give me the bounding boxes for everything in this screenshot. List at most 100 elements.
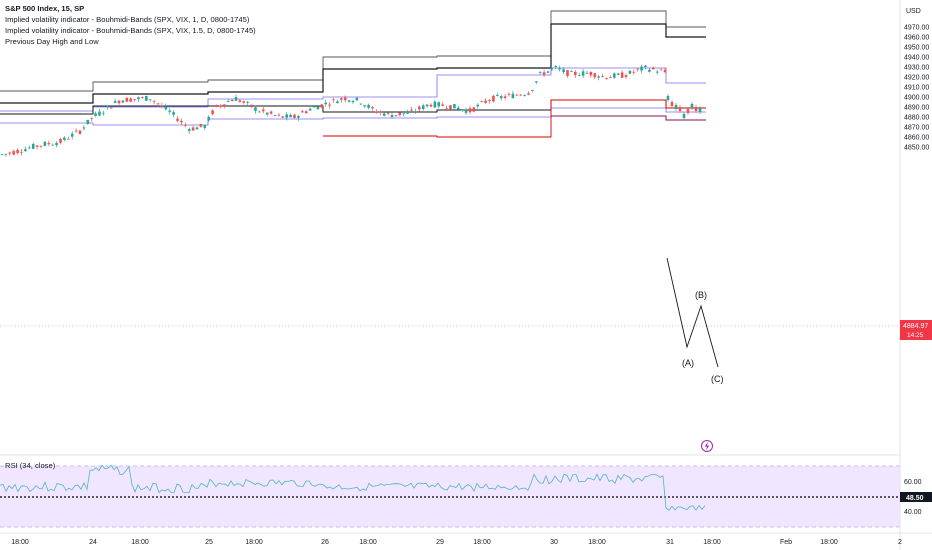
candle-body: [24, 149, 27, 152]
candle-body: [336, 101, 339, 104]
candle-body: [176, 118, 179, 121]
candle-body: [609, 77, 612, 78]
symbol-title[interactable]: S&P 500 Index, 15, SP: [5, 4, 85, 13]
candle-body: [172, 112, 175, 115]
candle-body: [379, 111, 382, 113]
chart-legend: S&P 500 Index, 15, SP Implied volatility…: [5, 3, 256, 47]
candle-body: [78, 130, 82, 134]
candle-body: [698, 108, 702, 112]
candle-body: [566, 70, 569, 76]
candle-body: [86, 119, 90, 124]
candle-body: [382, 113, 386, 116]
candle-body: [74, 130, 78, 132]
candle-body: [31, 143, 35, 149]
candle-body: [203, 125, 207, 128]
candle-body: [340, 98, 343, 100]
candle-body: [343, 97, 347, 101]
candle-body: [666, 96, 670, 100]
candle-body: [659, 69, 663, 71]
candle-body: [414, 111, 417, 113]
candle-body: [562, 69, 565, 73]
candle-body: [67, 138, 70, 140]
indicator-legend-2[interactable]: Implied volatility indicator - Bouhmidi-…: [5, 26, 256, 35]
lightning-icon[interactable]: [701, 440, 713, 452]
y-tick-label: 4870.00: [904, 125, 929, 132]
candle-body: [589, 71, 593, 76]
candle-body: [156, 103, 160, 105]
candle-body: [211, 110, 214, 115]
y-tick-label: 4850.00: [904, 145, 929, 152]
candle-body: [484, 100, 487, 103]
candle-body: [421, 105, 425, 110]
rsi-legend[interactable]: RSI (34, close): [5, 461, 56, 470]
candle-body: [558, 68, 561, 70]
candle-body: [148, 99, 152, 101]
candle-body: [628, 70, 632, 74]
candle-body: [585, 72, 589, 74]
candle-body: [47, 143, 51, 145]
candle-body: [593, 73, 597, 78]
y-tick-label: 4940.00: [904, 55, 929, 62]
candle-body: [480, 101, 483, 102]
candle-body: [51, 144, 54, 146]
candle-body: [316, 106, 320, 110]
candle-body: [503, 96, 507, 98]
candle-body: [386, 112, 390, 114]
y-tick-label: 4920.00: [904, 75, 929, 82]
x-tick-label: 18:00: [703, 539, 721, 546]
y-tick-label: 4900.00: [904, 95, 929, 102]
wave-label-a: (A): [682, 358, 694, 368]
wave-path[interactable]: [666, 257, 719, 368]
candle-body: [535, 81, 538, 83]
candle-body: [145, 95, 148, 101]
candle-body: [28, 147, 31, 149]
candle-body: [644, 65, 647, 68]
candle-body: [605, 78, 608, 80]
candle-body: [674, 105, 678, 109]
rsi-mid-tag: [900, 492, 932, 502]
candle-body: [207, 116, 210, 121]
candle-body: [98, 111, 101, 116]
candle-body: [199, 124, 203, 127]
x-tick-label: 18:00: [245, 539, 263, 546]
candle-body: [542, 72, 546, 76]
candle-body: [531, 89, 534, 91]
indicator-legend-1[interactable]: Implied volatility indicator - Bouhmidi-…: [5, 15, 250, 24]
candle-body: [285, 114, 288, 118]
candle-body: [308, 108, 312, 111]
candle-body: [4, 153, 8, 155]
candle-body: [90, 117, 93, 119]
candle-body: [538, 72, 542, 73]
indicator-legend-3[interactable]: Previous Day High and Low: [5, 37, 99, 46]
y-tick-label: 4960.00: [904, 35, 929, 42]
candle-body: [234, 97, 238, 101]
candle-body: [262, 109, 265, 112]
candle-body: [476, 104, 480, 107]
candle-body: [106, 106, 109, 108]
candle-body: [453, 104, 456, 109]
candle-body: [655, 71, 659, 73]
band-outer-upper: [0, 10, 706, 92]
candle-body: [690, 104, 694, 108]
candle-body: [304, 111, 308, 114]
candle-body: [511, 93, 515, 99]
candle-body: [398, 112, 402, 116]
candle-body: [355, 97, 359, 101]
candle-body: [574, 72, 577, 76]
candle-body: [55, 143, 58, 146]
candle-body: [449, 105, 452, 110]
candle-body: [254, 107, 257, 111]
candle-body: [425, 104, 429, 107]
candle-body: [367, 104, 370, 108]
candle-body: [554, 66, 558, 68]
candle-body: [289, 114, 292, 118]
candle-body: [180, 120, 183, 123]
candle-body: [187, 129, 191, 132]
candle-body: [488, 99, 491, 101]
x-tick-label: 31: [666, 539, 674, 546]
candle-body: [663, 69, 667, 72]
candle-body: [238, 100, 242, 102]
last-price-value: 4884.97: [903, 323, 928, 330]
x-tick-label: 18:00: [473, 539, 491, 546]
